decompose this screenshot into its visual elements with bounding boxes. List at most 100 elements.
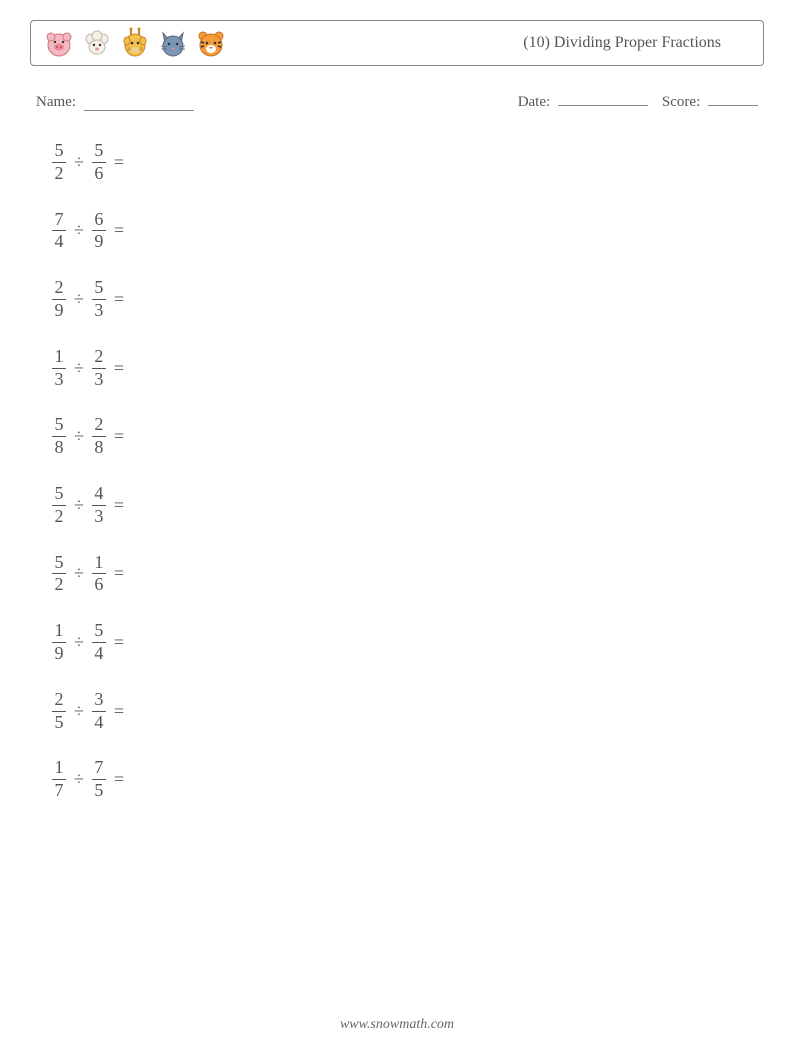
- problem-row: 29÷53=: [52, 278, 764, 321]
- numerator: 5: [55, 553, 64, 573]
- numerator: 5: [94, 141, 103, 161]
- equals-sign: =: [114, 701, 124, 722]
- info-row: Name: Date: Score:: [30, 94, 764, 111]
- fraction-1: 52: [52, 484, 66, 527]
- problem-row: 58÷28=: [52, 415, 764, 458]
- problem-row: 17÷75=: [52, 758, 764, 801]
- denominator: 5: [94, 781, 103, 801]
- numerator: 2: [94, 415, 103, 435]
- fraction-2: 16: [92, 553, 106, 596]
- numerator: 7: [55, 210, 64, 230]
- numerator: 3: [94, 690, 103, 710]
- numerator: 5: [94, 621, 103, 641]
- denominator: 9: [55, 644, 64, 664]
- fraction-2: 75: [92, 758, 106, 801]
- cat-icon: [157, 27, 189, 59]
- operator-divide: ÷: [74, 426, 84, 447]
- score-blank[interactable]: [708, 105, 758, 106]
- fraction-2: 28: [92, 415, 106, 458]
- fraction-2: 23: [92, 347, 106, 390]
- operator-divide: ÷: [74, 563, 84, 584]
- denominator: 4: [94, 644, 103, 664]
- denominator: 9: [55, 301, 64, 321]
- numerator: 2: [94, 347, 103, 367]
- numerator: 7: [94, 758, 103, 778]
- denominator: 2: [55, 507, 64, 527]
- name-blank[interactable]: [84, 94, 194, 111]
- fraction-1: 52: [52, 141, 66, 184]
- operator-divide: ÷: [74, 358, 84, 379]
- fraction-1: 19: [52, 621, 66, 664]
- numerator: 5: [55, 415, 64, 435]
- problem-row: 25÷34=: [52, 690, 764, 733]
- equals-sign: =: [114, 358, 124, 379]
- numerator: 1: [94, 553, 103, 573]
- giraffe-icon: [119, 27, 151, 59]
- numerator: 4: [94, 484, 103, 504]
- numerator: 5: [55, 484, 64, 504]
- denominator: 8: [55, 438, 64, 458]
- numerator: 1: [55, 621, 64, 641]
- operator-divide: ÷: [74, 495, 84, 516]
- denominator: 3: [94, 507, 103, 527]
- header-box: (10) Dividing Proper Fractions: [30, 20, 764, 66]
- denominator: 4: [94, 713, 103, 733]
- fraction-1: 58: [52, 415, 66, 458]
- denominator: 2: [55, 164, 64, 184]
- fraction-2: 53: [92, 278, 106, 321]
- problem-row: 13÷23=: [52, 347, 764, 390]
- denominator: 6: [94, 575, 103, 595]
- problem-row: 19÷54=: [52, 621, 764, 664]
- problem-row: 74÷69=: [52, 210, 764, 253]
- fraction-2: 54: [92, 621, 106, 664]
- denominator: 4: [55, 232, 64, 252]
- problems-container: 52÷56=74÷69=29÷53=13÷23=58÷28=52÷43=52÷1…: [30, 141, 764, 801]
- numerator: 5: [94, 278, 103, 298]
- numerator: 6: [94, 210, 103, 230]
- problem-row: 52÷56=: [52, 141, 764, 184]
- operator-divide: ÷: [74, 769, 84, 790]
- denominator: 7: [55, 781, 64, 801]
- equals-sign: =: [114, 632, 124, 653]
- numerator: 5: [55, 141, 64, 161]
- equals-sign: =: [114, 289, 124, 310]
- numerator: 2: [55, 690, 64, 710]
- equals-sign: =: [114, 220, 124, 241]
- denominator: 3: [94, 370, 103, 390]
- denominator: 3: [55, 370, 64, 390]
- fraction-1: 13: [52, 347, 66, 390]
- equals-sign: =: [114, 426, 124, 447]
- fraction-2: 43: [92, 484, 106, 527]
- fraction-1: 17: [52, 758, 66, 801]
- operator-divide: ÷: [74, 152, 84, 173]
- name-label: Name:: [36, 94, 76, 111]
- denominator: 5: [55, 713, 64, 733]
- numerator: 1: [55, 758, 64, 778]
- numerator: 1: [55, 347, 64, 367]
- animal-icons-row: [43, 27, 227, 59]
- denominator: 9: [94, 232, 103, 252]
- equals-sign: =: [114, 152, 124, 173]
- numerator: 2: [55, 278, 64, 298]
- date-label: Date:: [518, 94, 550, 110]
- denominator: 8: [94, 438, 103, 458]
- operator-divide: ÷: [74, 701, 84, 722]
- equals-sign: =: [114, 769, 124, 790]
- fraction-1: 25: [52, 690, 66, 733]
- problem-row: 52÷43=: [52, 484, 764, 527]
- pig-icon: [43, 27, 75, 59]
- fraction-2: 56: [92, 141, 106, 184]
- tiger-icon: [195, 27, 227, 59]
- date-blank[interactable]: [558, 105, 648, 106]
- worksheet-title: (10) Dividing Proper Fractions: [523, 34, 751, 52]
- fraction-1: 74: [52, 210, 66, 253]
- denominator: 2: [55, 575, 64, 595]
- equals-sign: =: [114, 495, 124, 516]
- problem-row: 52 ÷ 16 =: [52, 553, 764, 596]
- sheep-icon: [81, 27, 113, 59]
- fraction-2: 69: [92, 210, 106, 253]
- equals-sign: =: [114, 563, 124, 584]
- score-label: Score:: [662, 94, 700, 110]
- fraction-2: 34: [92, 690, 106, 733]
- operator-divide: ÷: [74, 632, 84, 653]
